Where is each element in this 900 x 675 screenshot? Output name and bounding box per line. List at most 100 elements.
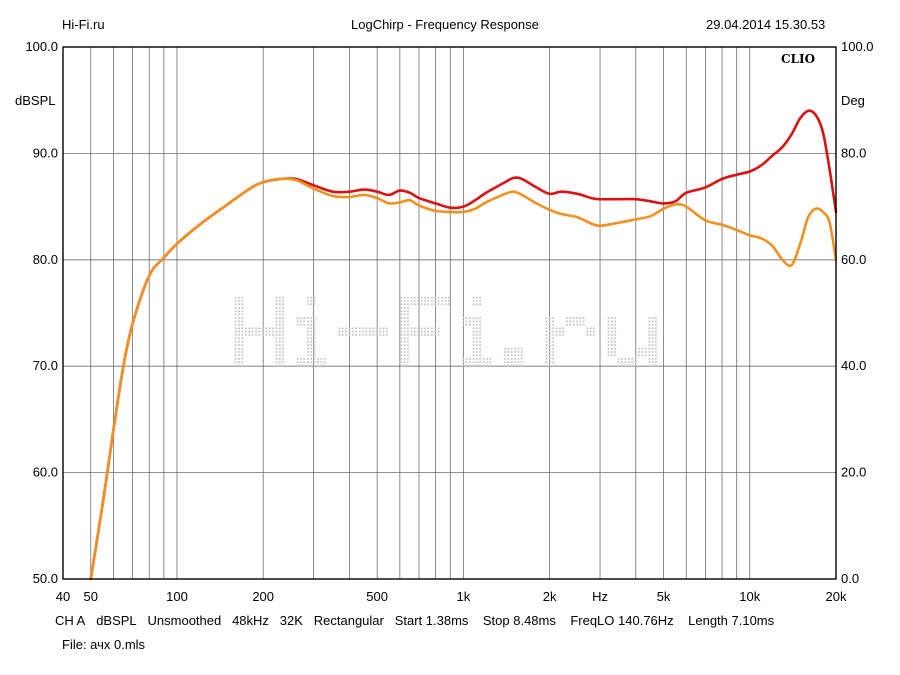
- watermark-dot: [400, 333, 403, 336]
- watermark-dot: [552, 333, 555, 336]
- watermark-dot: [241, 306, 244, 309]
- clio-brand-label: CLIO: [781, 52, 815, 66]
- watermark-dot: [514, 357, 517, 360]
- watermark-dot: [614, 320, 617, 323]
- watermark-dot: [552, 323, 555, 326]
- watermark-dot: [610, 327, 613, 330]
- watermark-dot: [275, 310, 278, 313]
- watermark-dot: [258, 333, 261, 336]
- watermark-dot: [406, 296, 409, 299]
- watermark-dot: [265, 330, 268, 333]
- watermark-dot: [651, 364, 654, 367]
- watermark-dot: [610, 344, 613, 347]
- watermark-dot: [406, 299, 409, 303]
- watermark-dot: [282, 299, 285, 303]
- y2-tick-label: 20.0: [841, 465, 866, 480]
- watermark-dot: [255, 327, 258, 330]
- watermark-dot: [651, 333, 654, 336]
- watermark-dot: [282, 306, 285, 309]
- watermark-dot: [403, 354, 406, 357]
- setting-samplerate: 48kHz: [232, 613, 269, 628]
- watermark-dot: [548, 364, 551, 367]
- watermark-dot: [306, 303, 309, 306]
- y2-tick-label: 0.0: [841, 571, 859, 586]
- watermark-dot: [265, 327, 268, 330]
- watermark-dot: [582, 323, 585, 326]
- watermark-dot: [607, 330, 610, 333]
- watermark-dot: [654, 333, 657, 336]
- watermark-dot: [368, 333, 371, 336]
- watermark-dot: [241, 357, 244, 360]
- watermark-dot: [310, 357, 313, 360]
- watermark-dot: [275, 317, 278, 320]
- watermark-dot: [520, 364, 523, 367]
- watermark-dot: [313, 354, 316, 357]
- watermark-dot: [403, 357, 406, 360]
- watermark-dot: [437, 327, 440, 330]
- watermark-dot: [651, 320, 654, 323]
- watermark-dot: [462, 364, 465, 367]
- watermark-dot: [379, 330, 382, 333]
- watermark-dot: [552, 330, 555, 333]
- watermark-dot: [234, 364, 237, 367]
- watermark-dot: [406, 364, 409, 367]
- watermark-dot: [614, 350, 617, 354]
- watermark-dot: [403, 310, 406, 313]
- watermark-dot: [638, 347, 641, 350]
- watermark-dot: [275, 303, 278, 306]
- x-tick-label: 50: [84, 589, 98, 604]
- watermark-dot: [355, 333, 358, 336]
- watermark-dot: [323, 364, 326, 367]
- watermark-dot: [631, 364, 634, 367]
- watermark-dot: [548, 361, 551, 364]
- watermark-dot: [306, 323, 309, 326]
- watermark-dot: [472, 354, 475, 357]
- watermark-dot: [278, 330, 281, 333]
- watermark-dot: [303, 317, 306, 320]
- watermark-dot: [310, 344, 313, 347]
- watermark-dot: [475, 340, 478, 343]
- watermark-dot: [282, 313, 285, 316]
- watermark-dot: [620, 361, 624, 364]
- watermark-dot: [552, 320, 555, 323]
- series-line-2: [89, 177, 838, 581]
- watermark-dot: [430, 296, 433, 299]
- watermark-dot: [306, 340, 309, 343]
- watermark-dot: [320, 361, 323, 364]
- watermark-dot: [237, 327, 241, 330]
- watermark-dot: [282, 296, 285, 299]
- watermark-dot: [313, 327, 316, 330]
- watermark-dot: [507, 354, 510, 357]
- watermark-dot: [654, 357, 657, 360]
- watermark-dot: [275, 364, 278, 367]
- watermark-dot: [631, 361, 634, 364]
- watermark-dot: [348, 327, 351, 330]
- watermark-dot: [651, 344, 654, 347]
- watermark-dot: [548, 337, 551, 340]
- setting-channel: CH A: [55, 613, 86, 628]
- watermark-dot: [552, 347, 555, 350]
- watermark-dot: [278, 296, 281, 299]
- watermark-dot: [275, 354, 278, 357]
- watermark-dot: [589, 330, 592, 333]
- watermark-dot: [234, 320, 237, 323]
- chart-title: LogChirp - Frequency Response: [351, 17, 539, 32]
- watermark-dot: [472, 296, 475, 299]
- watermark-dot: [434, 299, 437, 303]
- watermark-dot: [237, 317, 241, 320]
- watermark-dot: [510, 357, 513, 360]
- watermark-dot: [610, 337, 613, 340]
- watermark-dot: [234, 317, 237, 320]
- watermark-dot: [472, 347, 475, 350]
- y-axis-label: dBSPL: [15, 93, 55, 108]
- watermark-dot: [313, 337, 316, 340]
- watermark-dot: [278, 306, 281, 309]
- watermark-dot: [420, 303, 423, 306]
- watermark-dot: [545, 333, 548, 336]
- watermark-dot: [648, 357, 651, 360]
- y-tick-label: 80.0: [33, 252, 58, 267]
- y2-tick-label: 100.0: [841, 39, 874, 54]
- watermark-dot: [278, 364, 281, 367]
- watermark-dot: [627, 361, 630, 364]
- watermark-dot: [403, 361, 406, 364]
